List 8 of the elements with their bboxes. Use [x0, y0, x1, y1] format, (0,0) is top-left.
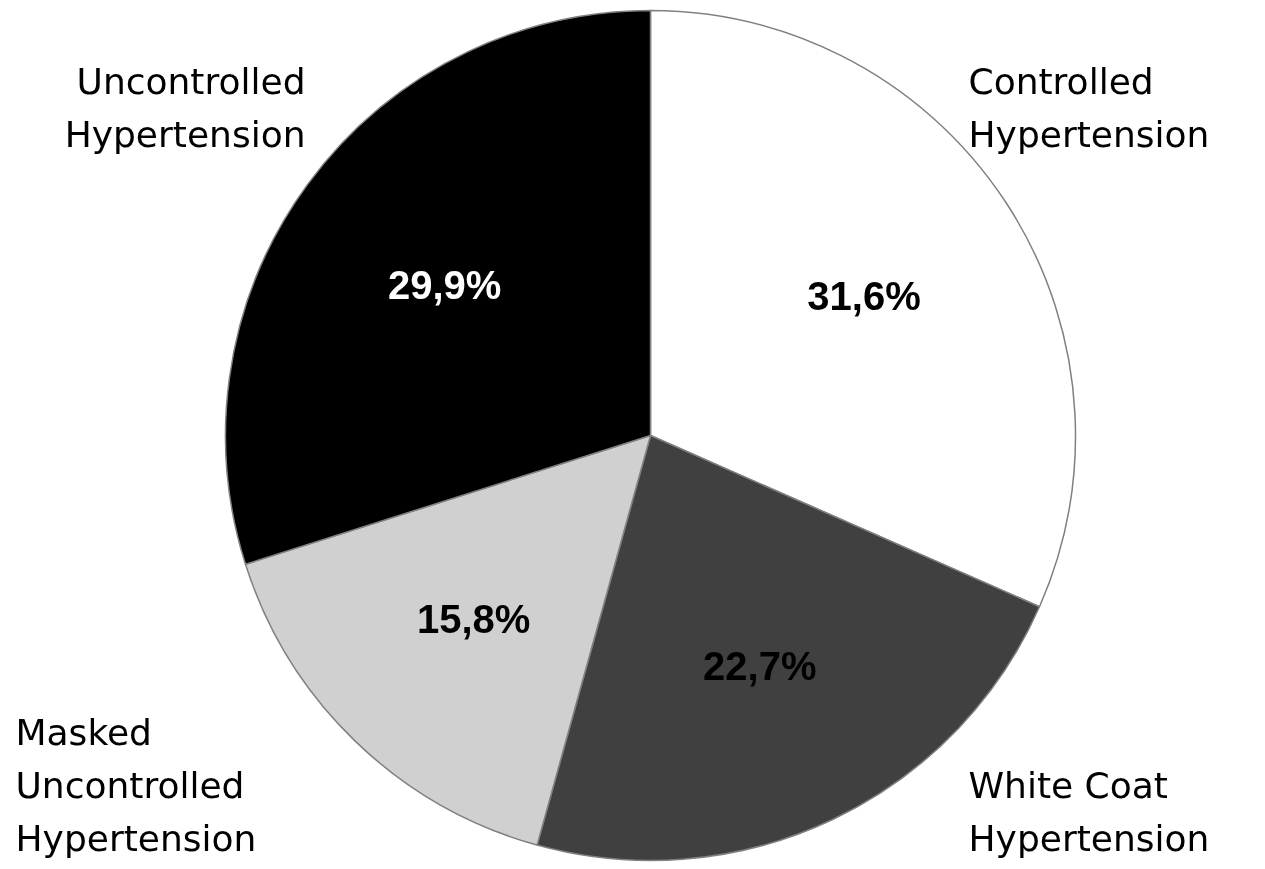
data-label: 22,7%	[703, 643, 817, 688]
slice-label: Masked Uncontrolled Hypertension	[15, 711, 257, 860]
slice-label: Controlled Hypertension	[968, 60, 1210, 155]
data-label: 31,6%	[807, 274, 921, 319]
data-label: 15,8%	[416, 597, 531, 642]
slice-label: White Coat Hypertension	[968, 765, 1210, 860]
data-label: 29,9%	[387, 262, 502, 307]
slice-label: Uncontrolled Hypertension	[64, 60, 306, 155]
